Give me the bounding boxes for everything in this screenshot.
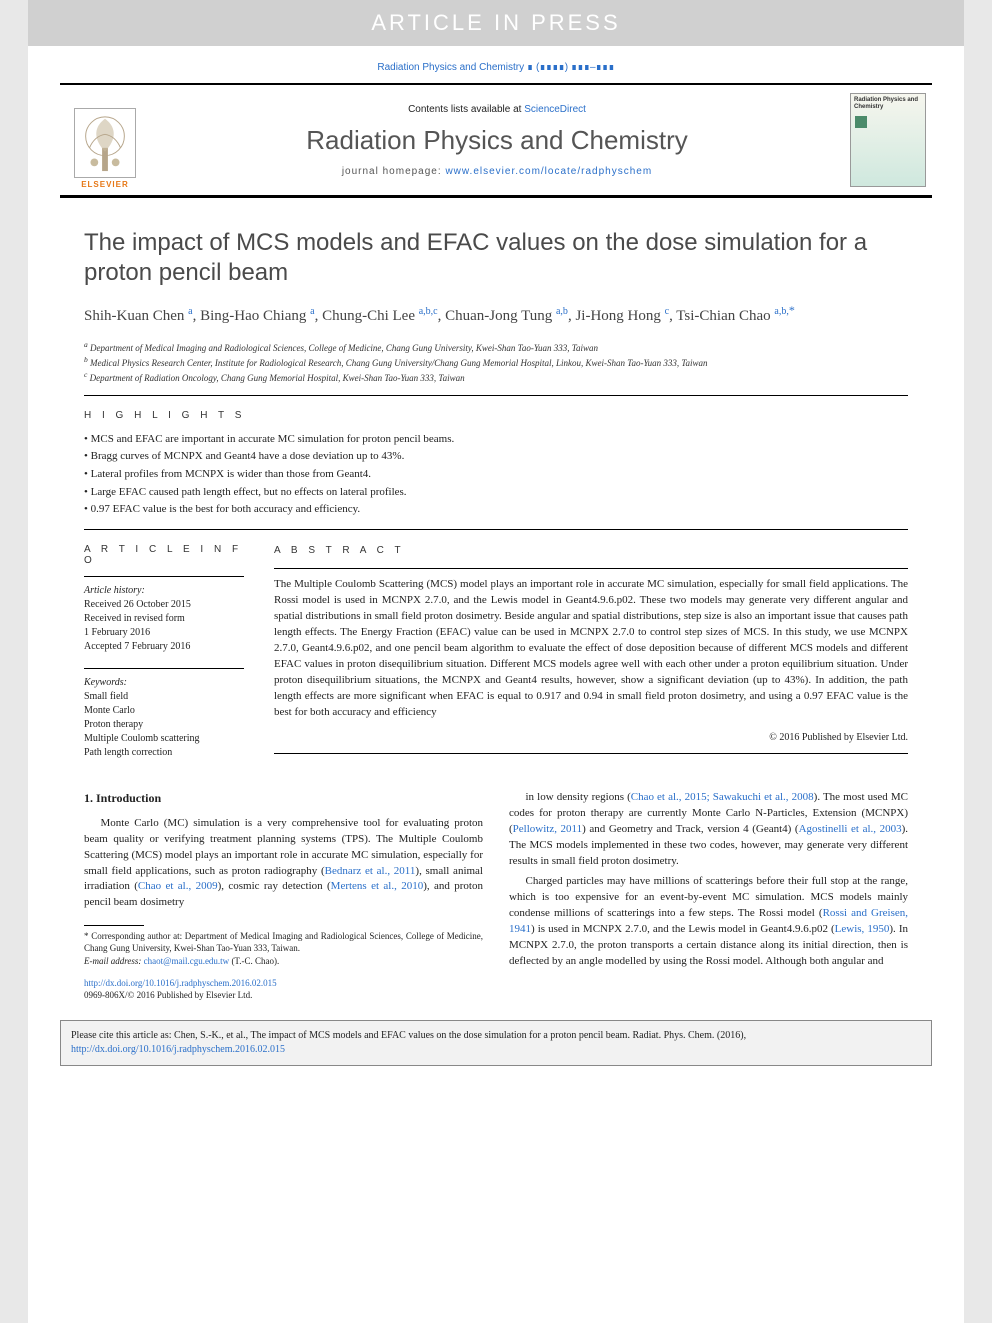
journal-reference-line: Radiation Physics and Chemistry ∎ (∎∎∎∎)… [28,46,964,83]
journal-ref-vol: ∎ (∎∎∎∎) ∎∎∎–∎∎∎ [527,62,615,73]
corresponding-author-note: * Corresponding author at: Department of… [84,930,483,954]
left-column: 1. Introduction Monte Carlo (MC) simulat… [84,790,483,1002]
citation-doi-link[interactable]: http://dx.doi.org/10.1016/j.radphyschem.… [71,1044,285,1055]
email-line: E-mail address: chaot@mail.cgu.edu.tw (T… [84,955,483,967]
citation-link[interactable]: Lewis, 1950 [835,923,890,935]
highlight-item: Lateral profiles from MCNPX is wider tha… [84,466,908,484]
email-label: E-mail address: [84,956,144,966]
article-in-press-banner: ARTICLE IN PRESS [28,0,964,46]
citation-link[interactable]: Mertens et al., 2010 [331,880,424,892]
rule-info-mid [84,668,244,669]
citation-link[interactable]: Pellowitz, 2011 [513,823,582,835]
footnotes: * Corresponding author at: Department of… [84,930,483,966]
journal-homepage-line: journal homepage: www.elsevier.com/locat… [150,166,844,177]
rule-abs-top [274,568,908,569]
highlight-item: MCS and EFAC are important in accurate M… [84,431,908,449]
article-history: Received 26 October 2015Received in revi… [84,598,244,654]
cover-square-icon [855,116,867,128]
highlight-item: 0.97 EFAC value is the best for both acc… [84,501,908,519]
intro-heading: 1. Introduction [84,790,483,807]
rule-after-affil [84,395,908,396]
intro-right-para-2: Charged particles may have millions of s… [509,874,908,970]
intro-right-para-1: in low density regions (Chao et al., 201… [509,790,908,870]
highlights-label: H I G H L I G H T S [84,410,908,421]
email-who: (T.-C. Chao). [231,956,279,966]
affiliations: a Department of Medical Imaging and Radi… [84,340,908,385]
citation-link[interactable]: Chao et al., 2015; Sawakuchi et al., 200… [631,791,814,803]
elsevier-logo: ELSEVIER [60,91,150,189]
journal-ref-link[interactable]: Radiation Physics and Chemistry [377,62,524,73]
elsevier-tree-icon [74,108,136,178]
citation-prefix: Please cite this article as: Chen, S.-K.… [71,1030,746,1041]
article-body: The impact of MCS models and EFAC values… [28,198,964,1002]
article-info-label: A R T I C L E I N F O [84,544,244,566]
article-title: The impact of MCS models and EFAC values… [84,228,908,288]
abstract-text: The Multiple Coulomb Scattering (MCS) mo… [274,577,908,720]
doi-link[interactable]: http://dx.doi.org/10.1016/j.radphyschem.… [84,978,277,988]
abstract-label: A B S T R A C T [274,544,908,559]
page: ARTICLE IN PRESS Radiation Physics and C… [28,0,964,1323]
abstract-column: A B S T R A C T The Multiple Coulomb Sca… [274,544,908,762]
rule-info-top [84,576,244,577]
citation-link[interactable]: Agostinelli et al., 2003 [799,823,902,835]
email-link[interactable]: chaot@mail.cgu.edu.tw [144,956,230,966]
keywords-label: Keywords: [84,677,244,688]
history-label: Article history: [84,585,244,596]
journal-homepage-link[interactable]: www.elsevier.com/locate/radphyschem [445,166,652,177]
abstract-copyright: © 2016 Published by Elsevier Ltd. [274,731,908,746]
doi-block: http://dx.doi.org/10.1016/j.radphyschem.… [84,977,483,1002]
citation-link[interactable]: Bednarz et al., 2011 [325,865,416,877]
right-column: in low density regions (Chao et al., 201… [509,790,908,1002]
author-list: Shih-Kuan Chen a, Bing-Hao Chiang a, Chu… [84,302,908,328]
contents-prefix: Contents lists available at [408,104,524,115]
elsevier-wordmark: ELSEVIER [81,180,129,189]
highlights-list: MCS and EFAC are important in accurate M… [84,431,908,519]
rule-abs-bottom [274,753,908,754]
sciencedirect-link[interactable]: ScienceDirect [524,104,586,115]
issn-line: 0969-806X/© 2016 Published by Elsevier L… [84,990,252,1000]
homepage-prefix: journal homepage: [342,166,446,177]
masthead: ELSEVIER Contents lists available at Sci… [60,83,932,198]
journal-title: Radiation Physics and Chemistry [150,125,844,156]
keywords: Small fieldMonte CarloProton therapyMult… [84,690,244,760]
masthead-center: Contents lists available at ScienceDirec… [150,91,844,189]
article-info-column: A R T I C L E I N F O Article history: R… [84,544,244,762]
body-columns: 1. Introduction Monte Carlo (MC) simulat… [84,790,908,1002]
journal-cover-thumbnail: Radiation Physics and Chemistry [844,91,932,189]
rule-after-highlights [84,529,908,530]
citation-link[interactable]: Chao et al., 2009 [138,880,218,892]
footnote-rule [84,925,144,926]
citation-box: Please cite this article as: Chen, S.-K.… [60,1020,932,1066]
highlight-item: Bragg curves of MCNPX and Geant4 have a … [84,448,908,466]
intro-left-para: Monte Carlo (MC) simulation is a very co… [84,816,483,912]
highlight-item: Large EFAC caused path length effect, bu… [84,484,908,502]
cover-title: Radiation Physics and Chemistry [854,97,922,110]
info-abstract-row: A R T I C L E I N F O Article history: R… [84,544,908,762]
contents-available-line: Contents lists available at ScienceDirec… [150,104,844,115]
